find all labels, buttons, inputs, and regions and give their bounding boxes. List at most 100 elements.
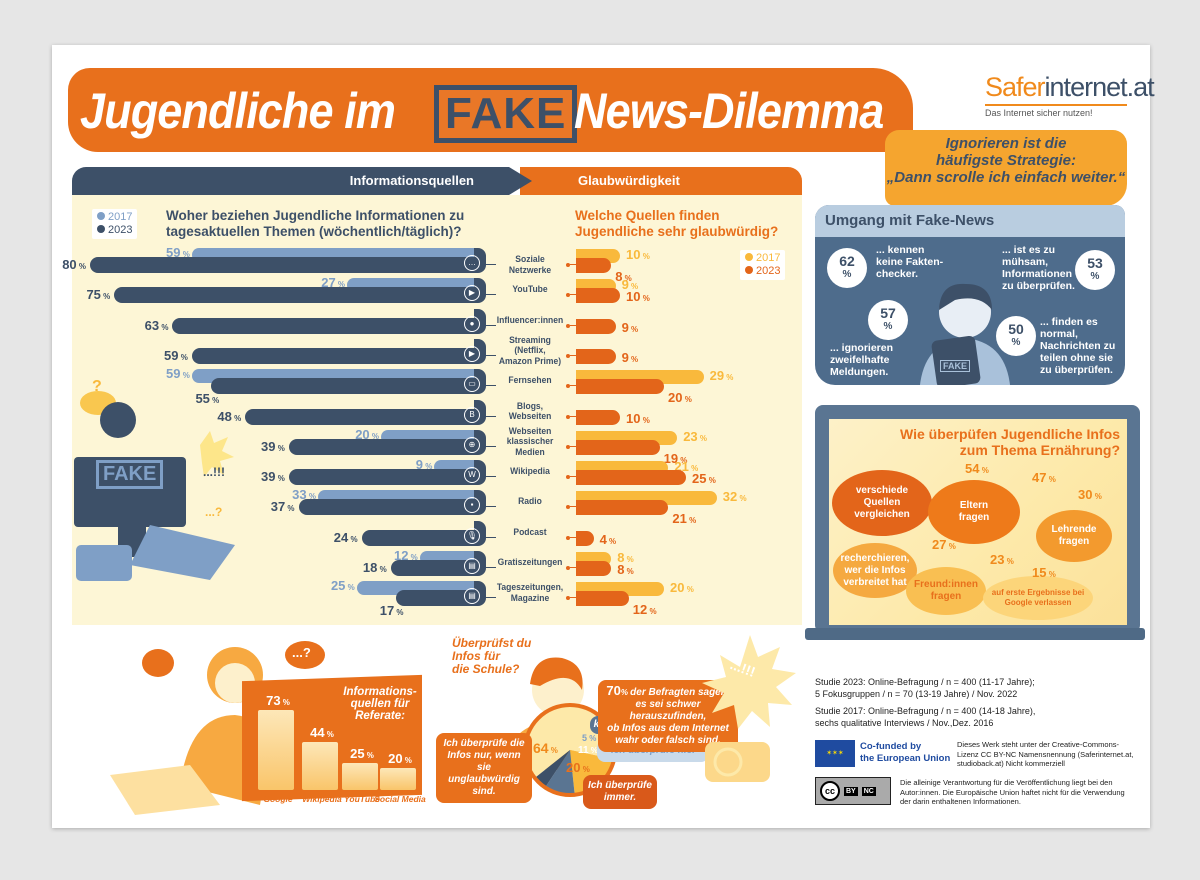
cc-nc-icon: NC: [861, 786, 876, 796]
bar-2023-sources: [211, 378, 478, 395]
bar-2023-credibility: [576, 439, 660, 455]
blog-icon: B: [464, 406, 480, 423]
strategy-line3: „Dann scrolle ich einfach weiter.“: [886, 169, 1126, 186]
pct-value: 21: [672, 511, 687, 527]
pct-sign: %: [624, 567, 634, 576]
pct-value: 12: [393, 548, 409, 563]
pct-sign: %: [737, 494, 747, 504]
referate-bar: [258, 709, 294, 790]
pct-sign: %: [640, 294, 650, 304]
pct-value: 37: [270, 499, 286, 515]
bar-2023-sources: [191, 347, 478, 364]
pct-sign: %: [946, 542, 956, 551]
referate-value: 25 %: [342, 746, 382, 761]
category-label: Tageszeitungen, Magazine: [496, 582, 564, 604]
pct-value: 54: [965, 461, 980, 476]
label-2017-credibility: 23 %: [683, 429, 707, 444]
pct-value: 20: [670, 580, 685, 596]
label-2023-credibility: 25 %: [692, 471, 716, 486]
pie-value-na: 5 %: [582, 733, 596, 743]
stat-circle: 53%: [1075, 250, 1115, 290]
pct-value: 23: [683, 428, 698, 444]
legend-swatch: [97, 212, 105, 220]
nutrition-value: 54 %: [965, 461, 989, 476]
strategy-line1: Ignorieren ist die: [945, 135, 1067, 152]
pct-sign: %: [706, 476, 716, 486]
bar-2023-credibility: [576, 379, 664, 395]
legend-label: 2017: [756, 252, 781, 264]
pct-sign: %: [979, 466, 989, 475]
connector-line: [570, 264, 576, 265]
tv-icon: ▭: [464, 376, 480, 393]
referate-value: 73 %: [258, 693, 298, 708]
pct-sign: %: [178, 352, 188, 362]
legend-label: 2017: [108, 211, 133, 223]
stat-circle: 57%: [868, 300, 908, 340]
pct-value: 20: [355, 426, 370, 442]
referate-bar: [380, 768, 416, 790]
pct-value: 59: [166, 245, 181, 260]
pct-sign: %: [394, 608, 404, 618]
legend-item-2017: 2017: [97, 211, 132, 224]
play-circle-icon: ▶: [464, 345, 480, 362]
stat-value: 50: [1008, 321, 1024, 337]
cc-icon: cc: [820, 781, 840, 801]
pct-value: 59: [164, 347, 179, 363]
logo-part-b: internet.at: [1044, 72, 1155, 102]
pct-sign: %: [1046, 475, 1056, 484]
category-label: Wikipedia: [510, 466, 550, 478]
pct-sign: %: [628, 354, 639, 364]
bar-2023-sources: [288, 469, 478, 486]
stat-text: ... kennen keine Fakten- checker.: [876, 244, 944, 280]
question-mark: ?: [92, 378, 102, 395]
pie-slice: [545, 750, 575, 794]
label-2023-sources: 63 %: [130, 317, 169, 333]
pct-value: 25: [330, 578, 346, 594]
connector-line: [570, 536, 576, 538]
connector-line: [570, 476, 576, 478]
study-2023-note: Studie 2023: Online-Befragung / n = 400 …: [815, 677, 1035, 699]
pct-value: 9: [621, 319, 629, 335]
connector-line: [486, 445, 496, 447]
connector-line: [570, 597, 576, 599]
cc-by-icon: BY: [844, 786, 858, 796]
bar-2023-credibility: [576, 348, 616, 364]
label-2023-sources: 24 %: [320, 530, 358, 545]
pct-value: 20: [566, 760, 581, 775]
difficulty-text: der Befragten sagen, es sei schwer herau…: [607, 687, 730, 746]
nutrition-title: Wie überpüfen Jugendliche Infos zum Them…: [899, 426, 1120, 458]
pct-value: 48: [217, 408, 232, 424]
label-2023-sources: 39 %: [247, 439, 285, 454]
bar-2023-credibility: [576, 318, 616, 334]
bar-2023-sources: [395, 590, 478, 607]
label-2023-sources: 75 %: [72, 287, 110, 302]
pct-sign: %: [324, 729, 334, 739]
pct-value: 8: [617, 550, 625, 565]
strategy-bubble: Ignorieren ist die häufigste Strategie: …: [885, 130, 1127, 206]
label-2023-credibility: 8 %: [615, 269, 632, 284]
label-2017-sources: 25 %: [317, 578, 355, 593]
pct-sign: %: [180, 371, 190, 381]
pie-label-sometimes: Ich überprüfe die Infos nur, wenn sie un…: [436, 733, 532, 803]
pct-value: 29: [709, 368, 725, 384]
pct-value: 9: [621, 277, 629, 293]
stat-circle: 62%: [827, 248, 867, 288]
label-2017-credibility: 10 %: [626, 247, 650, 262]
pct-sign: %: [588, 746, 598, 755]
pct-sign: %: [622, 274, 632, 283]
label-2023-sources: 18 %: [349, 560, 387, 575]
pct-value: 39: [261, 469, 276, 485]
stat-value: 62: [839, 253, 855, 269]
pct-value: 63: [144, 317, 160, 333]
referate-category: Wikipedia: [302, 794, 342, 804]
connector-dot: [566, 566, 570, 570]
section-header-credibility: Glaubwürdigkeit: [520, 167, 802, 195]
radio-burst-illustration: [702, 635, 796, 782]
bar-2023-sources: [390, 560, 478, 576]
globe-icon: ⊕: [464, 436, 480, 453]
stat-text: ... ignorieren zweifelhafte Meldungen.: [830, 342, 894, 378]
pct-sign: %: [280, 697, 290, 707]
teen-with-phone-illustration: [920, 283, 1010, 385]
pct-sign: %: [408, 553, 418, 562]
pct-value: 25: [692, 471, 707, 487]
